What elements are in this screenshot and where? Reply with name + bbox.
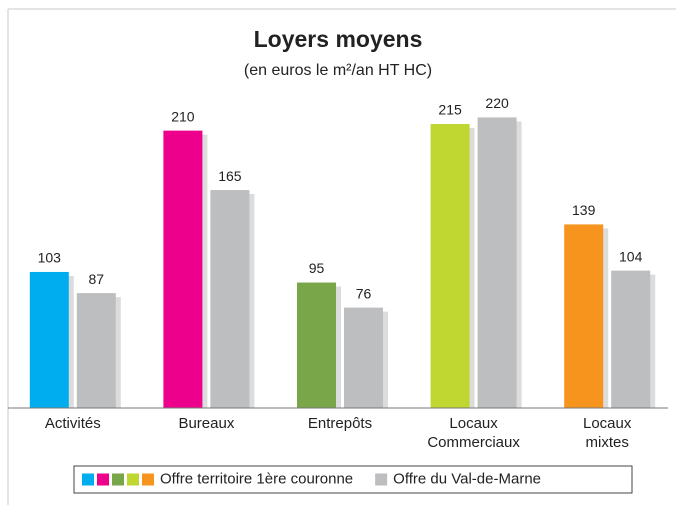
bar bbox=[430, 124, 470, 408]
bar bbox=[76, 293, 116, 408]
value-label: 215 bbox=[438, 102, 462, 118]
bar bbox=[477, 117, 517, 409]
legend-swatch bbox=[112, 473, 124, 486]
chart-subtitle: (en euros le m²/an HT HC) bbox=[244, 62, 432, 79]
value-label: 210 bbox=[171, 108, 195, 124]
value-label: 165 bbox=[218, 168, 242, 184]
bar bbox=[344, 307, 383, 408]
value-label: 139 bbox=[572, 202, 596, 218]
value-label: 95 bbox=[309, 260, 325, 276]
legend-swatch bbox=[82, 473, 94, 486]
legend-swatch bbox=[97, 473, 109, 486]
x-tick-label: Bureaux bbox=[178, 415, 235, 432]
bar bbox=[611, 270, 651, 408]
legend-swatch bbox=[142, 473, 154, 486]
value-label: 87 bbox=[89, 271, 105, 287]
bar bbox=[297, 282, 336, 408]
value-label: 104 bbox=[619, 248, 643, 264]
value-label: 76 bbox=[356, 285, 372, 301]
legend-label: Offre territoire 1ère couronne bbox=[160, 470, 353, 487]
bar bbox=[564, 224, 604, 408]
bar bbox=[163, 130, 203, 408]
legend-box bbox=[73, 465, 633, 494]
value-label: 220 bbox=[485, 95, 509, 111]
value-label: 103 bbox=[38, 250, 62, 266]
bar bbox=[29, 271, 69, 408]
legend-swatch bbox=[375, 473, 388, 486]
bar bbox=[210, 190, 250, 408]
legend-label: Offre du Val-de-Marne bbox=[393, 470, 541, 487]
legend-swatch bbox=[127, 473, 139, 486]
x-tick-label: Activités bbox=[44, 415, 101, 432]
x-tick-label: Entrepôts bbox=[307, 415, 373, 432]
x-tick-label: Locaux mixtes bbox=[583, 415, 632, 451]
x-tick-label: Locaux Commerciaux bbox=[427, 415, 520, 451]
chart-title: Loyers moyens bbox=[254, 26, 423, 52]
